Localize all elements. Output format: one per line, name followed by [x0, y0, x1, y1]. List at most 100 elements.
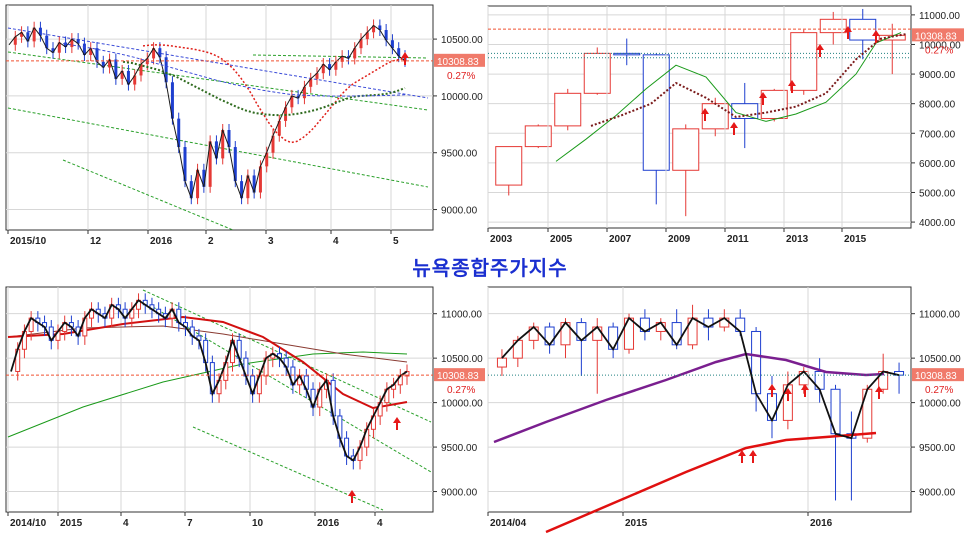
candle — [365, 26, 369, 46]
candle-body — [760, 89, 788, 119]
up-arrow-icon — [816, 44, 824, 57]
x-tick-label: 2014/10 — [10, 518, 47, 529]
candle-body — [76, 39, 80, 44]
candle-body — [315, 73, 319, 79]
candle-body — [346, 56, 350, 59]
plot-area — [487, 5, 912, 229]
change-pct-label: 0.27% — [447, 71, 475, 82]
candle-body — [790, 32, 818, 91]
candle-body — [524, 125, 552, 148]
candle — [265, 146, 269, 173]
candle-body — [302, 86, 306, 99]
candle — [101, 55, 105, 74]
y-tick-label: 4000.00 — [919, 218, 956, 229]
candle-body — [95, 48, 99, 62]
change-pct-label: 0.27% — [447, 385, 475, 396]
weekly-chart: 11000.00 10500.00 10000.00 9500.00 9000.00 20… — [5, 286, 486, 529]
candle — [13, 30, 17, 51]
daily-chart: 10500.00 10000.00 9500.00 9000.00 2015/10 12 2… — [5, 4, 486, 247]
arrow-head — [393, 417, 401, 423]
candle — [89, 42, 93, 61]
x-tick-label: 2013 — [786, 234, 809, 245]
candle-body — [397, 48, 401, 57]
y-tick-label: 11000.00 — [919, 310, 960, 321]
x-tick-label: 2009 — [668, 234, 691, 245]
x-tick-label: 2007 — [609, 234, 632, 245]
y-tick-label: 8000.00 — [919, 100, 956, 111]
moving-average-green — [7, 351, 408, 438]
last-price-box — [912, 368, 964, 382]
candle-body — [82, 43, 86, 55]
x-tick-label: 2015/10 — [10, 236, 47, 247]
candle-body — [139, 64, 143, 76]
candle-body — [196, 169, 200, 199]
yearly-candle — [554, 88, 582, 131]
up-arrow-icon — [730, 122, 738, 135]
up-arrow-icon — [393, 417, 401, 430]
candle-body — [177, 118, 181, 148]
x-tick-label: 4 — [333, 236, 339, 247]
y-tick-label: 9500.00 — [441, 443, 478, 454]
last-price-box — [434, 53, 486, 67]
candle-body — [258, 166, 262, 193]
up-arrow-icon — [749, 450, 757, 463]
y-tick-label: 10000.00 — [441, 399, 483, 410]
up-arrow-icon — [844, 26, 852, 39]
x-tick-label: 2016 — [810, 518, 833, 529]
candle-body — [642, 54, 670, 171]
candle-body — [164, 57, 168, 83]
candle — [372, 19, 376, 39]
moving-average-red — [545, 431, 877, 534]
yearly-candle — [878, 23, 906, 75]
arrow-head — [875, 386, 883, 392]
candle-body — [353, 48, 357, 59]
trend-line — [62, 159, 234, 231]
candle — [70, 33, 74, 54]
candle — [202, 163, 206, 193]
x-tick-label: 2005 — [550, 234, 573, 245]
candle — [290, 89, 294, 114]
arrow-head — [788, 80, 796, 86]
arrow-head — [701, 108, 709, 114]
x-tick-label: 2 — [208, 236, 214, 247]
x-tick-label: 3 — [268, 236, 274, 247]
candle-body — [878, 34, 906, 41]
y-tick-label: 10000.00 — [919, 399, 961, 410]
candle-body — [214, 141, 218, 159]
candle-body — [32, 27, 36, 42]
candle-body — [296, 95, 300, 99]
y-tick-label: 7000.00 — [919, 129, 956, 140]
x-tick-label: 2016 — [150, 236, 173, 247]
arrow-head — [738, 450, 746, 456]
candle-body — [328, 64, 332, 70]
candle — [120, 64, 124, 85]
last-price-box — [912, 28, 964, 42]
x-tick-label: 2011 — [727, 234, 749, 245]
candle-body — [57, 42, 61, 53]
candle-body — [20, 32, 24, 37]
candle — [26, 26, 30, 48]
price-series — [8, 24, 406, 200]
arrow-head — [872, 30, 880, 36]
candle — [139, 58, 143, 82]
x-tick-label: 2014/04 — [490, 518, 527, 529]
candle-body — [120, 70, 124, 79]
candle-body — [321, 64, 325, 74]
candle-body — [554, 92, 582, 127]
candle — [82, 37, 86, 61]
candle-body — [152, 48, 156, 59]
candle-body — [221, 130, 225, 159]
candle — [133, 69, 137, 91]
change-pct-label: 0.27% — [925, 385, 953, 396]
candle-body — [13, 36, 17, 45]
candle-body — [202, 169, 206, 187]
yearly-candle — [701, 97, 729, 137]
moving-average-red — [7, 315, 408, 410]
candle-body — [271, 135, 275, 153]
y-tick-label: 10500.00 — [441, 35, 483, 46]
arrow-head — [730, 122, 738, 128]
moving-average-blue — [62, 43, 406, 97]
candle-body — [240, 181, 244, 199]
candle — [45, 29, 49, 55]
chart-panel-yearly: 11000.00 10000.00 9000.00 8000.00 7000.00 600… — [486, 0, 971, 250]
